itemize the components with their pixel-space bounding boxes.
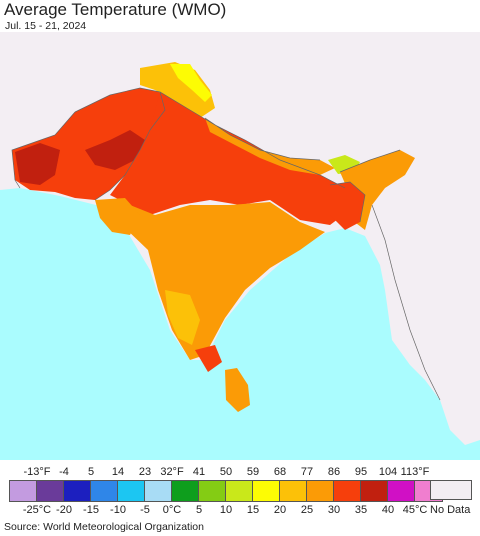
legend-fahrenheit-label: 77	[300, 466, 314, 478]
legend-celsius-label: 45°C	[402, 504, 428, 516]
legend-fahrenheit-label: 32°F	[160, 466, 184, 478]
region-gujarat	[95, 198, 140, 235]
legend-swatch	[226, 481, 253, 501]
legend-celsius-label: -20	[56, 504, 72, 516]
legend-celsius-label: 10	[219, 504, 233, 516]
ocean	[0, 188, 480, 460]
legend-celsius-label: -10	[110, 504, 126, 516]
legend-nodata-swatch	[430, 480, 472, 500]
legend-swatch	[199, 481, 226, 501]
legend-swatch	[145, 481, 172, 501]
region-tamil	[195, 345, 222, 372]
legend-celsius-label: 5	[195, 504, 203, 516]
region-deccan-cool	[165, 290, 200, 345]
legend-fahrenheit-label: 23	[138, 466, 152, 478]
legend-swatch	[37, 481, 64, 501]
region-himalaya	[205, 118, 335, 175]
legend-swatch	[388, 481, 415, 501]
legend-celsius-label: 15	[246, 504, 260, 516]
legend-celsius-label: 25	[300, 504, 314, 516]
legend-fahrenheit-label: 113°F	[400, 466, 430, 478]
legend-celsius-label: 30	[327, 504, 341, 516]
region-sindh	[85, 130, 145, 170]
legend-fahrenheit-label: 95	[354, 466, 368, 478]
legend-fahrenheit-label: 104	[378, 466, 398, 478]
page-title: Average Temperature (WMO)	[4, 0, 227, 19]
region-sri-lanka	[225, 368, 250, 412]
legend-swatch	[91, 481, 118, 501]
region-north-india	[110, 92, 350, 225]
source-credit: Source: World Meteorological Organizatio…	[4, 521, 204, 533]
legend-swatch	[334, 481, 361, 501]
legend-color-bar	[9, 480, 443, 502]
legend-swatch	[10, 481, 37, 501]
legend-celsius-label: 35	[354, 504, 368, 516]
legend-fahrenheit-label: 14	[111, 466, 125, 478]
region-bangladesh	[330, 182, 365, 230]
legend-celsius-label: -5	[140, 504, 150, 516]
region-ladakh	[170, 64, 212, 102]
legend-swatch	[253, 481, 280, 501]
legend-celsius-label: -25°C	[22, 504, 52, 516]
legend-celsius-label: 0°C	[162, 504, 182, 516]
legend-fahrenheit-label: 41	[192, 466, 206, 478]
legend-swatch	[172, 481, 199, 501]
temperature-map	[0, 32, 480, 460]
legend-fahrenheit-label: 59	[246, 466, 260, 478]
legend-fahrenheit-label: 68	[273, 466, 287, 478]
legend-fahrenheit-label: 86	[327, 466, 341, 478]
legend-nodata-label: No Data	[430, 504, 471, 516]
legend-fahrenheit-label: 50	[219, 466, 233, 478]
legend-fahrenheit-label: 5	[87, 466, 95, 478]
legend-swatch	[361, 481, 388, 501]
legend-celsius-label: 40	[381, 504, 395, 516]
legend-celsius-label: 20	[273, 504, 287, 516]
legend-swatch	[307, 481, 334, 501]
legend-celsius-label: -15	[83, 504, 99, 516]
legend-swatch	[118, 481, 145, 501]
country-borders	[11, 87, 401, 223]
legend-fahrenheit-label: -13°F	[23, 466, 51, 478]
legend-swatch	[280, 481, 307, 501]
legend-fahrenheit-label: -4	[59, 466, 69, 478]
region-balochistan	[15, 143, 60, 185]
myanmar-outline	[371, 204, 441, 401]
date-range: Jul. 15 - 21, 2024	[5, 20, 87, 32]
legend-swatch	[64, 481, 91, 501]
